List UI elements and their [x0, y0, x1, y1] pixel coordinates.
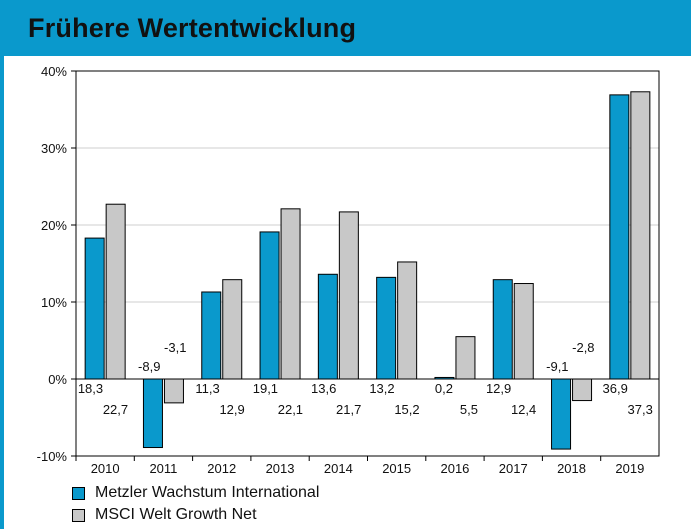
y-tick-label: 30%: [41, 141, 67, 156]
x-tick-label: 2016: [440, 461, 469, 476]
bar-series-2: [630, 91, 651, 380]
data-label-series-2: 37,3: [628, 402, 653, 417]
bar-series-2: [513, 283, 534, 380]
bar-series-1: [142, 378, 163, 449]
data-label-series-1: 13,2: [369, 381, 394, 396]
bar-series-2: [222, 279, 243, 380]
data-label-series-2: -3,1: [164, 340, 186, 355]
x-tick-label: 2011: [149, 461, 177, 476]
y-tick-label: 0%: [48, 372, 67, 387]
bar-series-2: [105, 203, 126, 380]
bar-series-2: [338, 211, 359, 380]
x-tick-label: 2014: [324, 461, 353, 476]
legend-label-series-1: Metzler Wachstum International: [95, 484, 320, 501]
data-label-series-2: 22,7: [103, 402, 128, 417]
bar-series-1: [376, 276, 397, 380]
data-label-series-1: 13,6: [311, 381, 336, 396]
legend-item-series-2: MSCI Welt Growth Net: [72, 504, 319, 526]
bar-series-1: [201, 291, 222, 380]
bar-series-1: [492, 279, 513, 380]
bar-series-1: [84, 237, 105, 380]
data-label-series-2: -2,8: [572, 340, 594, 355]
data-label-series-2: 21,7: [336, 402, 361, 417]
bar-series-1: [259, 231, 280, 380]
data-label-series-1: 12,9: [486, 381, 511, 396]
data-label-series-2: 22,1: [278, 402, 303, 417]
page-title: Frühere Wertentwicklung: [28, 13, 357, 43]
data-label-series-1: 19,1: [253, 381, 278, 396]
legend-item-series-1: Metzler Wachstum International: [72, 482, 319, 504]
y-tick-label: -10%: [37, 449, 68, 464]
x-tick-label: 2015: [382, 461, 411, 476]
bar-series-2: [280, 208, 301, 380]
data-label-series-1: 0,2: [435, 381, 453, 396]
legend-swatch-series-1: [72, 486, 85, 500]
legend-label-series-2: MSCI Welt Growth Net: [95, 506, 257, 523]
bar-series-2: [397, 261, 418, 380]
data-label-series-1: -9,1: [546, 359, 568, 374]
x-tick-label: 2013: [266, 461, 295, 476]
x-tick-label: 2017: [499, 461, 528, 476]
data-label-series-1: 36,9: [603, 381, 628, 396]
data-label-series-2: 15,2: [394, 402, 419, 417]
bar-series-2: [163, 378, 184, 404]
legend: Metzler Wachstum International MSCI Welt…: [72, 482, 319, 526]
bar-series-1: [317, 273, 338, 380]
data-label-series-1: 18,3: [78, 381, 103, 396]
plot-frame: [75, 70, 660, 457]
bar-series-1: [551, 378, 572, 450]
data-label-series-2: 12,4: [511, 402, 536, 417]
legend-swatch-series-2: [72, 508, 85, 522]
x-tick-label: 2012: [207, 461, 236, 476]
data-label-series-1: 11,3: [195, 381, 219, 396]
frame-border: [0, 56, 4, 529]
bar-series-1: [609, 94, 630, 380]
data-label-series-2: 12,9: [219, 402, 244, 417]
bar-series-2: [572, 378, 593, 402]
data-label-series-2: 5,5: [460, 402, 478, 417]
x-tick-label: 2010: [91, 461, 120, 476]
y-tick-label: 10%: [41, 295, 67, 310]
x-tick-label: 2018: [557, 461, 586, 476]
y-tick-label: 40%: [41, 64, 67, 79]
y-tick-label: 20%: [41, 218, 67, 233]
data-label-series-1: -8,9: [138, 359, 160, 374]
x-tick-label: 2019: [615, 461, 644, 476]
bar-series-2: [455, 336, 476, 380]
header-bar: Frühere Wertentwicklung: [0, 0, 691, 56]
